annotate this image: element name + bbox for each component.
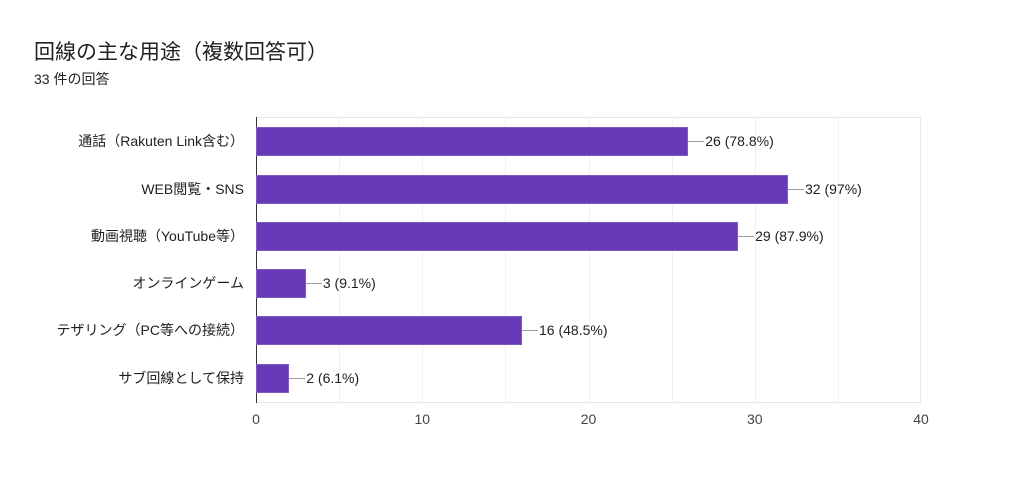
x-tick-label: 30 bbox=[746, 411, 763, 427]
plot-area bbox=[256, 117, 921, 403]
gridline bbox=[505, 118, 507, 402]
value-label: 2 (6.1%) bbox=[306, 370, 360, 386]
value-label: 16 (48.5%) bbox=[539, 322, 608, 338]
x-tick-label: 40 bbox=[913, 411, 929, 427]
bar[interactable] bbox=[256, 269, 306, 298]
category-label: 動画視聴（YouTube等） bbox=[90, 228, 244, 244]
label-leader-line bbox=[738, 236, 755, 237]
value-label: 29 (87.9%) bbox=[755, 228, 824, 244]
chart-title: 回線の主な用途（複数回答可） bbox=[34, 41, 328, 64]
y-axis-line bbox=[256, 117, 257, 403]
label-leader-line bbox=[788, 189, 804, 190]
x-tick-label: 0 bbox=[252, 411, 260, 427]
bar[interactable] bbox=[256, 127, 689, 156]
label-leader-line bbox=[289, 378, 306, 379]
category-label: 通話（Rakuten Link含む） bbox=[78, 133, 244, 149]
gridline bbox=[754, 118, 756, 402]
gridline bbox=[837, 118, 839, 402]
label-leader-line bbox=[305, 283, 322, 284]
label-leader-line bbox=[688, 141, 705, 142]
gridline bbox=[671, 118, 673, 402]
category-label: オンラインゲーム bbox=[132, 275, 244, 291]
response-count: 33 件の回答 bbox=[34, 71, 110, 87]
value-label: 32 (97%) bbox=[805, 181, 862, 197]
value-label: 3 (9.1%) bbox=[322, 275, 376, 291]
category-label: サブ回線として保持 bbox=[118, 370, 244, 386]
category-label: テザリング（PC等への接続） bbox=[56, 322, 244, 338]
bar[interactable] bbox=[256, 222, 739, 251]
category-label: WEB閲覧・SNS bbox=[141, 181, 244, 197]
gridline bbox=[339, 118, 341, 402]
x-tick-label: 20 bbox=[580, 411, 597, 427]
gridline bbox=[422, 118, 424, 402]
bar[interactable] bbox=[256, 175, 788, 204]
value-label: 26 (78.8%) bbox=[705, 133, 774, 149]
x-tick-label: 10 bbox=[414, 411, 431, 427]
label-leader-line bbox=[522, 330, 538, 331]
bar[interactable] bbox=[256, 316, 522, 345]
gridline bbox=[588, 118, 590, 402]
bar[interactable] bbox=[256, 364, 290, 393]
